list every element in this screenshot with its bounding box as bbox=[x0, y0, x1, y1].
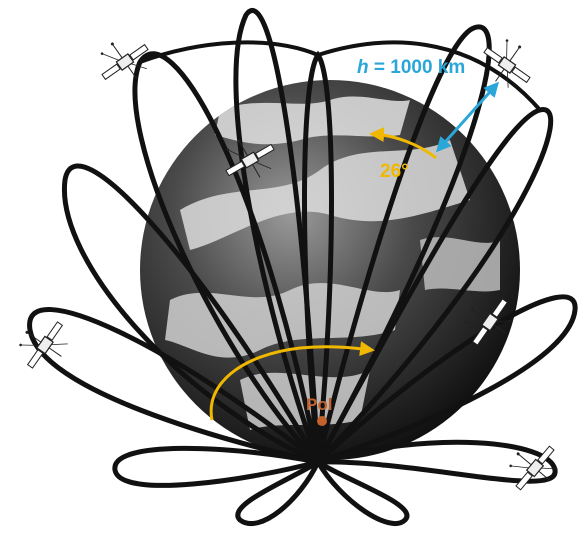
orbit-10 bbox=[235, 459, 321, 526]
orbit-11 bbox=[315, 459, 410, 527]
orbit-2 bbox=[233, 7, 321, 465]
orbit-5 bbox=[61, 163, 321, 465]
angle-arrow bbox=[369, 127, 437, 160]
altitude-label: h = 1000 km bbox=[357, 57, 465, 78]
angle-label: 26° bbox=[380, 161, 409, 182]
orbit-3 bbox=[315, 24, 492, 465]
orbit-13 bbox=[138, 40, 542, 112]
orbit-7 bbox=[315, 294, 578, 465]
orbit-9 bbox=[112, 445, 321, 488]
pole-label: Pol bbox=[306, 395, 332, 414]
orbit-8 bbox=[315, 439, 558, 484]
rotation-arrow bbox=[209, 341, 375, 421]
orbit-6 bbox=[27, 307, 321, 465]
satellite-icon bbox=[10, 309, 77, 379]
altitude-arrow bbox=[436, 81, 499, 153]
orbit-lines bbox=[27, 7, 578, 527]
satellite-icon bbox=[499, 432, 568, 502]
pole-marker-icon bbox=[317, 416, 327, 426]
